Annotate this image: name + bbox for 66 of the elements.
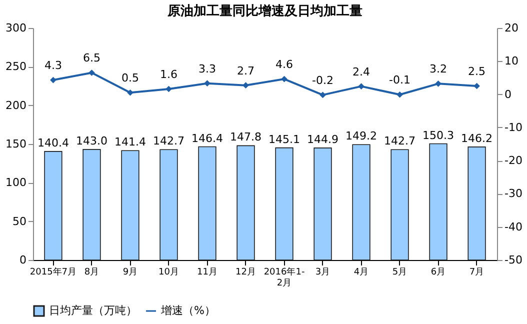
y-tick-label: 200	[6, 98, 26, 112]
data-label: 3.3	[198, 62, 216, 76]
x-tick-label: 10月	[158, 268, 179, 278]
point	[50, 76, 56, 84]
x-tick-label: 2016年1-2月	[264, 266, 305, 288]
y-tick-label: 100	[6, 176, 26, 190]
x-tick-label: 9月	[122, 268, 138, 278]
x-tick-label: 6月	[430, 268, 446, 278]
point	[88, 70, 95, 76]
data-label: 1.6	[160, 68, 178, 81]
point	[281, 76, 288, 82]
point	[204, 80, 210, 87]
y-tick-label: 250	[6, 60, 26, 74]
x-tick-label: 3月	[315, 268, 330, 278]
data-label: 144.9	[307, 132, 339, 146]
data-label: -0.2	[312, 74, 334, 87]
x-tick-label: 8月	[84, 268, 100, 278]
x-tick-label: 11月	[197, 268, 218, 278]
y2-tick-label: -40	[504, 220, 522, 234]
y2-tick-label: 20	[504, 22, 518, 34]
data-label: 3.2	[430, 62, 448, 76]
data-label: 141.4	[114, 136, 146, 149]
data-label: 146.4	[191, 132, 223, 145]
point	[435, 80, 442, 87]
data-label: 143.0	[76, 134, 108, 148]
data-label: 145.1	[268, 132, 300, 146]
data-label: 142.7	[152, 134, 184, 148]
x-tick-label: 5月	[392, 268, 408, 278]
data-label: 6.5	[82, 52, 100, 65]
y-tick-label: 300	[6, 22, 26, 34]
y2-tick-label: 0	[504, 88, 512, 101]
y2-tick-label: -10	[504, 120, 522, 134]
legend-label: 日均产量（万吨）	[49, 304, 137, 317]
data-label: 142.7	[384, 134, 416, 148]
data-label: 2.4	[352, 65, 370, 78]
x-tick-label: 2015年7月	[30, 266, 77, 278]
data-label: 2.5	[468, 65, 486, 78]
data-label: -0.1	[389, 74, 411, 87]
y-tick-label: 50	[12, 214, 26, 228]
point	[242, 82, 249, 88]
x-tick-label: 12月	[236, 268, 256, 278]
point	[474, 82, 480, 90]
point	[396, 91, 403, 98]
point	[320, 92, 326, 98]
data-label: 140.4	[37, 136, 69, 150]
data-label: 4.6	[276, 58, 294, 72]
data-label: 150.3	[422, 128, 454, 142]
data-label: 146.2	[461, 132, 493, 145]
data-label: 2.7	[236, 64, 254, 78]
data-label: 0.5	[121, 72, 139, 85]
y2-tick-label: -50	[504, 254, 522, 266]
point	[127, 89, 134, 96]
y-tick-label: 0	[20, 254, 26, 266]
data-label: 149.2	[346, 130, 378, 143]
x-tick-label: 4月	[354, 268, 369, 278]
data-label: 147.8	[230, 130, 262, 144]
legend-label: 增速（%）	[160, 304, 216, 317]
chart-title: 原油加工量同比增速及日均加工量	[166, 4, 362, 19]
y2-tick-label: 10	[504, 54, 518, 68]
data-label: 4.3	[44, 59, 62, 72]
x-tick-label: 7月	[469, 268, 484, 278]
y-tick-label: 150	[6, 138, 26, 150]
point	[166, 86, 172, 92]
y2-tick-label: -20	[504, 154, 522, 168]
y2-tick-label: -30	[504, 187, 522, 200]
point	[358, 83, 364, 90]
